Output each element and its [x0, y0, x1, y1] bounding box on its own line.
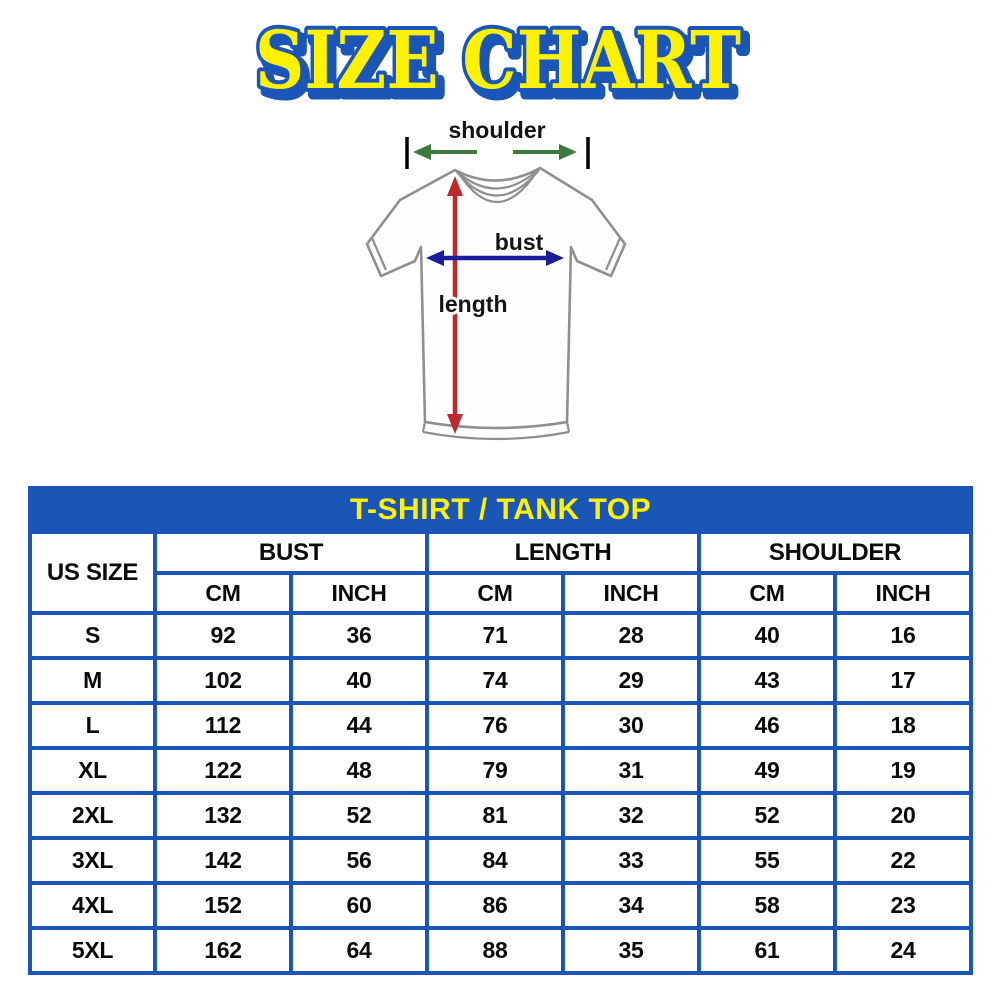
measurement-cell: 17 — [833, 656, 973, 705]
measurement-cell: 30 — [561, 701, 701, 750]
measurement-cell: 55 — [697, 836, 837, 885]
unit-header: CM — [697, 571, 837, 615]
measurement-cell: 46 — [697, 701, 837, 750]
tshirt-diagram: shoulder bust length — [365, 114, 627, 441]
measurement-cell: 112 — [153, 701, 293, 750]
bust-arrow-icon — [426, 250, 564, 266]
us-size-header: US SIZE — [28, 530, 157, 615]
measurement-cell: 49 — [697, 746, 837, 795]
unit-header: CM — [153, 571, 293, 615]
measurement-cell: 52 — [289, 791, 429, 840]
table-row: 5XL 162 64 88 35 61 24 — [28, 926, 973, 975]
unit-header: INCH — [289, 571, 429, 615]
unit-header: INCH — [561, 571, 701, 615]
measurement-cell: 35 — [561, 926, 701, 975]
unit-header-row: CM INCH CM INCH CM INCH — [30, 571, 973, 615]
us-size-cell: 5XL — [28, 926, 157, 975]
us-size-cell: S — [28, 611, 157, 660]
measurement-cell: 76 — [425, 701, 565, 750]
shoulder-label: shoulder — [448, 117, 545, 143]
shoulder-group-header: SHOULDER — [697, 530, 973, 575]
table-row: XL 122 48 79 31 49 19 — [28, 746, 973, 795]
table-row: 3XL 142 56 84 33 55 22 — [28, 836, 973, 885]
us-size-cell: L — [28, 701, 157, 750]
size-table: T-SHIRT / TANK TOP US SIZE BUST LENGTH S… — [28, 486, 973, 975]
measurement-cell: 79 — [425, 746, 565, 795]
measurement-cell: 31 — [561, 746, 701, 795]
shoulder-arrow-icon — [405, 137, 590, 169]
table-row: 2XL 132 52 81 32 52 20 — [28, 791, 973, 840]
measurement-cell: 81 — [425, 791, 565, 840]
measurement-cell: 122 — [153, 746, 293, 795]
measurement-cell: 60 — [289, 881, 429, 930]
measurement-cell: 40 — [289, 656, 429, 705]
page-title: SIZE CHART SIZE CHART — [251, 12, 752, 116]
measurement-cell: 86 — [425, 881, 565, 930]
measurement-cell: 152 — [153, 881, 293, 930]
table-banner: T-SHIRT / TANK TOP — [28, 486, 973, 534]
collar-rib-icon — [454, 167, 541, 203]
size-table-body: S 92 36 71 28 40 16 M 102 40 74 29 43 17 L 112 44 76 30 46 1… — [28, 611, 973, 975]
measurement-cell: 32 — [561, 791, 701, 840]
title-text: SIZE CHART — [255, 13, 741, 107]
unit-header: CM — [425, 571, 565, 615]
measurement-cell: 44 — [289, 701, 429, 750]
bust-group-header: BUST — [153, 530, 429, 575]
table-row: 4XL 152 60 86 34 58 23 — [28, 881, 973, 930]
us-size-cell: XL — [28, 746, 157, 795]
table-row: L 112 44 76 30 46 18 — [28, 701, 973, 750]
measurement-cell: 16 — [833, 611, 973, 660]
measurement-cell: 142 — [153, 836, 293, 885]
sleeve-cuff-icon — [370, 237, 622, 271]
measurement-cell: 24 — [833, 926, 973, 975]
measurement-cell: 33 — [561, 836, 701, 885]
measurement-cell: 88 — [425, 926, 565, 975]
length-group-header: LENGTH — [425, 530, 701, 575]
measurement-cell: 28 — [561, 611, 701, 660]
bust-label: bust — [495, 229, 544, 255]
measurement-cell: 92 — [153, 611, 293, 660]
group-header-row: US SIZE BUST LENGTH SHOULDER — [28, 530, 973, 615]
measurement-cell: 20 — [833, 791, 973, 840]
us-size-cell: 4XL — [28, 881, 157, 930]
table-row: S 92 36 71 28 40 16 — [28, 611, 973, 660]
measurement-cell: 74 — [425, 656, 565, 705]
measurement-cell: 19 — [833, 746, 973, 795]
table-row: M 102 40 74 29 43 17 — [28, 656, 973, 705]
us-size-cell: 3XL — [28, 836, 157, 885]
measurement-cell: 58 — [697, 881, 837, 930]
measurement-cell: 84 — [425, 836, 565, 885]
measurement-cell: 71 — [425, 611, 565, 660]
measurement-cell: 40 — [697, 611, 837, 660]
title-shadow-text: SIZE CHART — [260, 19, 746, 113]
unit-header: INCH — [833, 571, 973, 615]
measurement-cell: 61 — [697, 926, 837, 975]
table-banner-row: T-SHIRT / TANK TOP — [28, 486, 973, 534]
length-label: length — [439, 291, 508, 317]
measurement-cell: 162 — [153, 926, 293, 975]
length-arrow-icon — [447, 176, 463, 434]
measurement-cell: 36 — [289, 611, 429, 660]
hem-band-icon — [421, 420, 571, 441]
measurement-cell: 56 — [289, 836, 429, 885]
measurement-cell: 34 — [561, 881, 701, 930]
measurement-cell: 52 — [697, 791, 837, 840]
us-size-cell: M — [28, 656, 157, 705]
measurement-cell: 102 — [153, 656, 293, 705]
measurement-cell: 48 — [289, 746, 429, 795]
us-size-cell: 2XL — [28, 791, 157, 840]
measurement-cell: 22 — [833, 836, 973, 885]
measurement-cell: 29 — [561, 656, 701, 705]
measurement-cell: 64 — [289, 926, 429, 975]
measurement-cell: 23 — [833, 881, 973, 930]
measurement-cell: 18 — [833, 701, 973, 750]
measurement-cell: 132 — [153, 791, 293, 840]
measurement-cell: 43 — [697, 656, 837, 705]
